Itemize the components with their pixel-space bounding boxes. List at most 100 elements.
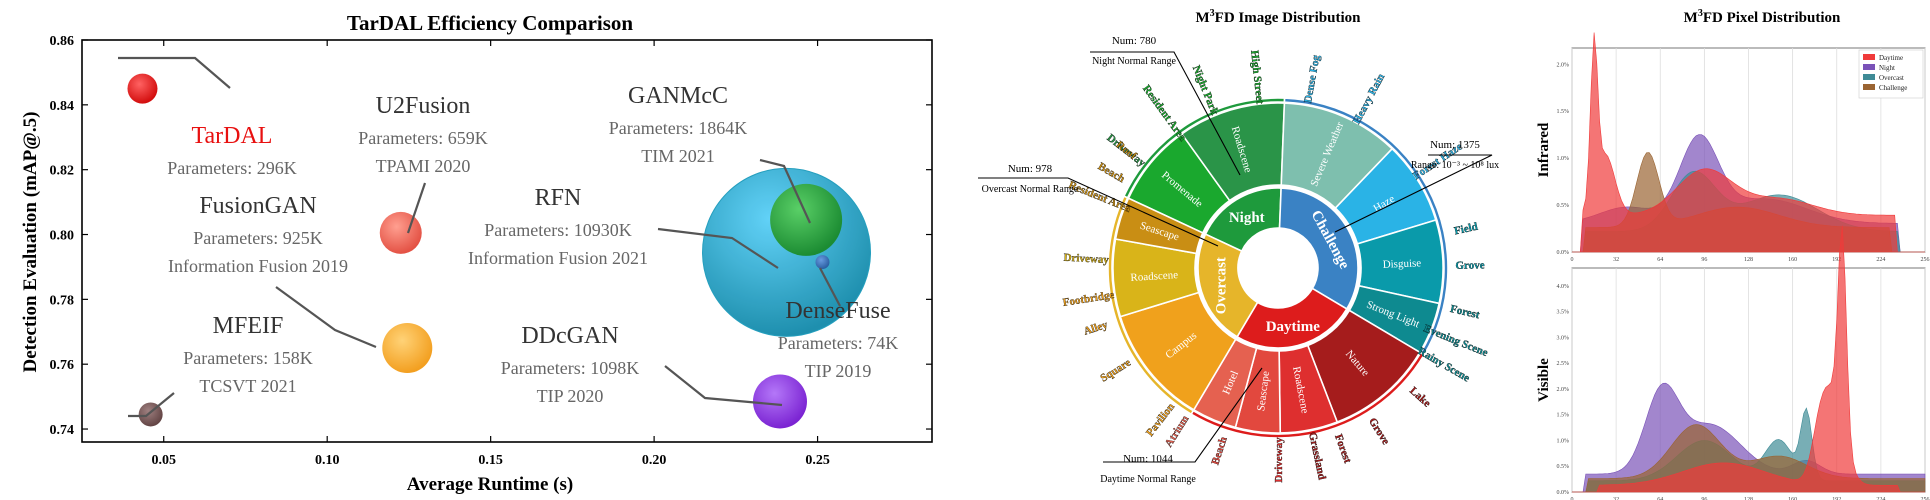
point-venue-rfn: Information Fusion 2021	[468, 248, 648, 268]
y-tick-label: 2.5%	[1557, 361, 1570, 367]
point-fusiongan	[382, 322, 433, 373]
annotation-line	[1103, 367, 1263, 463]
annotation-sub: Overcast Normal Range	[982, 184, 1079, 195]
point-params-fusiongan: Parameters: 925K	[193, 228, 322, 248]
legend-label: Night	[1879, 64, 1895, 72]
x-tick-label: 32	[1613, 497, 1619, 500]
x-tick-label: 0.20	[642, 453, 667, 468]
sunburst-rings: Night ChallengeDaytimeOvercastPromenadeRo…	[1107, 97, 1449, 439]
y-tick-label: 2.0%	[1557, 62, 1570, 68]
leader-line-u2fusion	[406, 182, 427, 234]
legend-swatch	[1863, 74, 1875, 80]
outer-label: Roadscene	[1130, 269, 1178, 284]
y-tick-label: 0.84	[50, 99, 75, 114]
leader-line-ddcgan	[664, 365, 783, 407]
annotation-line	[1090, 51, 1241, 176]
point-venue-ddcgan: TIP 2020	[537, 386, 604, 406]
legend-swatch	[1863, 64, 1875, 70]
y-tick-label: 1.5%	[1557, 109, 1570, 115]
annotation-sub: Range: 10⁻³ ~ 10⁸ lux	[1411, 160, 1499, 171]
point-name-fusiongan: FusionGAN	[199, 193, 316, 219]
inner-label-daytime: Daytime	[1266, 319, 1320, 335]
y-tick-label: 0.0%	[1557, 250, 1570, 256]
annotation-num: Num: 978	[1008, 163, 1053, 175]
scatter-plot-frame	[81, 39, 933, 443]
point-name-tardal: TarDAL	[192, 123, 273, 149]
annotation-num: Num: 1375	[1430, 139, 1480, 151]
x-tick-label: 64	[1657, 257, 1663, 263]
leader-line-densefuse	[819, 267, 841, 307]
legend-label: Daytime	[1879, 54, 1903, 62]
pixel-distribution-title: M3FD Pixel Distribution	[1684, 8, 1841, 26]
rim-overcast	[1107, 195, 1195, 416]
scatter-y-ticks: 0.74 0.76 0.78 0.80 0.82 0.84 0.86	[50, 34, 932, 438]
point-params-densefuse: Parameters: 74K	[778, 333, 898, 353]
x-tick-label: 192	[1832, 257, 1841, 263]
point-params-mfeif: Parameters: 158K	[183, 348, 312, 368]
point-params-rfn: Parameters: 10930K	[484, 220, 631, 240]
point-u2fusion	[379, 211, 422, 254]
y-tick-label: 1.0%	[1557, 438, 1570, 444]
efficiency-scatter-panel: TarDAL Efficiency Comparison 0.740.760.7…	[20, 11, 933, 495]
point-ganmcc	[770, 183, 843, 256]
y-tick-label: 0.5%	[1557, 464, 1570, 470]
point-tardal	[127, 73, 158, 104]
x-tick-label: 160	[1788, 257, 1797, 263]
x-tick-label: 0	[1571, 257, 1574, 263]
scene-label: Field	[1453, 221, 1479, 238]
y-tick-label: 1.5%	[1557, 413, 1570, 419]
image-distribution-panel: M3FD Image Distribution Night ChallengeDa…	[978, 8, 1499, 485]
y-tick-label: 0.78	[50, 293, 75, 308]
y-tick-label: 3.5%	[1557, 310, 1570, 316]
x-tick-label: 224	[1876, 497, 1885, 500]
x-tick-label: 0.10	[315, 453, 340, 468]
subplot-label-infrared: Infrared	[1536, 122, 1552, 177]
scatter-x-axis-label: Average Runtime (s)	[407, 474, 573, 495]
inner-slice-challenge	[1278, 187, 1359, 310]
hist-area-challenge	[1572, 424, 1926, 493]
y-tick-label: 0.76	[50, 358, 75, 373]
inner-label-overcast: Overcast	[1214, 257, 1230, 314]
image-distribution-title: M3FD Image Distribution	[1195, 8, 1361, 26]
scatter-y-axis-label: Detection Evaluation (mAP@.5)	[20, 112, 41, 373]
leader-line-ganmcc	[759, 158, 812, 224]
visible-histogram: 0 32 64 96 128 160 192 224 256 0.0% 0.5% 1.0% 1.5% 2.…	[1536, 225, 1930, 500]
inner-slice-overcast	[1197, 233, 1259, 338]
point-name-mfeif: MFEIF	[213, 313, 284, 339]
subplot-label-visible: Visible	[1536, 358, 1552, 402]
scene-label: Driveway	[1273, 437, 1285, 483]
inner-label-night: Night	[1229, 210, 1265, 226]
point-name-densefuse: DenseFuse	[785, 298, 890, 324]
annotation-sub: Night Normal Range	[1092, 56, 1176, 67]
sunburst-annotations: Num: 780 Night Normal Range Num: 1375 Range…	[978, 35, 1499, 485]
annotation-num: Num: 780	[1112, 35, 1157, 47]
x-tick-label: 0.05	[151, 453, 176, 468]
y-tick-label: 1.0%	[1557, 156, 1570, 162]
x-tick-label: 128	[1744, 257, 1753, 263]
x-tick-label: 64	[1657, 497, 1663, 500]
point-params-u2fusion: Parameters: 659K	[358, 128, 487, 148]
annotation-line	[1334, 154, 1493, 233]
x-tick-label: 256	[1921, 257, 1930, 263]
legend-swatch	[1863, 84, 1875, 90]
infrared-histogram: 0 32 64 96 128 160 192 224 256 0.0% 0.5% 1.0% 1.5% 2.…	[1536, 32, 1930, 263]
leader-line-mfeif	[128, 392, 175, 418]
scene-label: Grove	[1455, 259, 1484, 272]
x-tick-label: 0.15	[478, 453, 503, 468]
x-tick-label: 0.25	[805, 453, 830, 468]
point-venue-u2fusion: TPAMI 2020	[376, 156, 471, 176]
y-tick-label: 0.82	[50, 164, 75, 179]
y-tick-label: 0.74	[50, 423, 75, 438]
y-tick-label: 0.5%	[1557, 203, 1570, 209]
x-tick-label: 96	[1701, 257, 1707, 263]
scene-label: Driveway	[1063, 252, 1109, 266]
point-ddcgan	[752, 374, 807, 429]
x-tick-label: 96	[1701, 497, 1707, 500]
point-params-tardal: Parameters: 296K	[167, 158, 296, 178]
point-venue-mfeif: TCSVT 2021	[199, 376, 296, 396]
scene-label: High Street	[1248, 50, 1266, 105]
legend-label: Challenge	[1879, 84, 1907, 92]
hist-area-daytime	[1572, 225, 1925, 493]
x-tick-label: 256	[1921, 497, 1930, 500]
